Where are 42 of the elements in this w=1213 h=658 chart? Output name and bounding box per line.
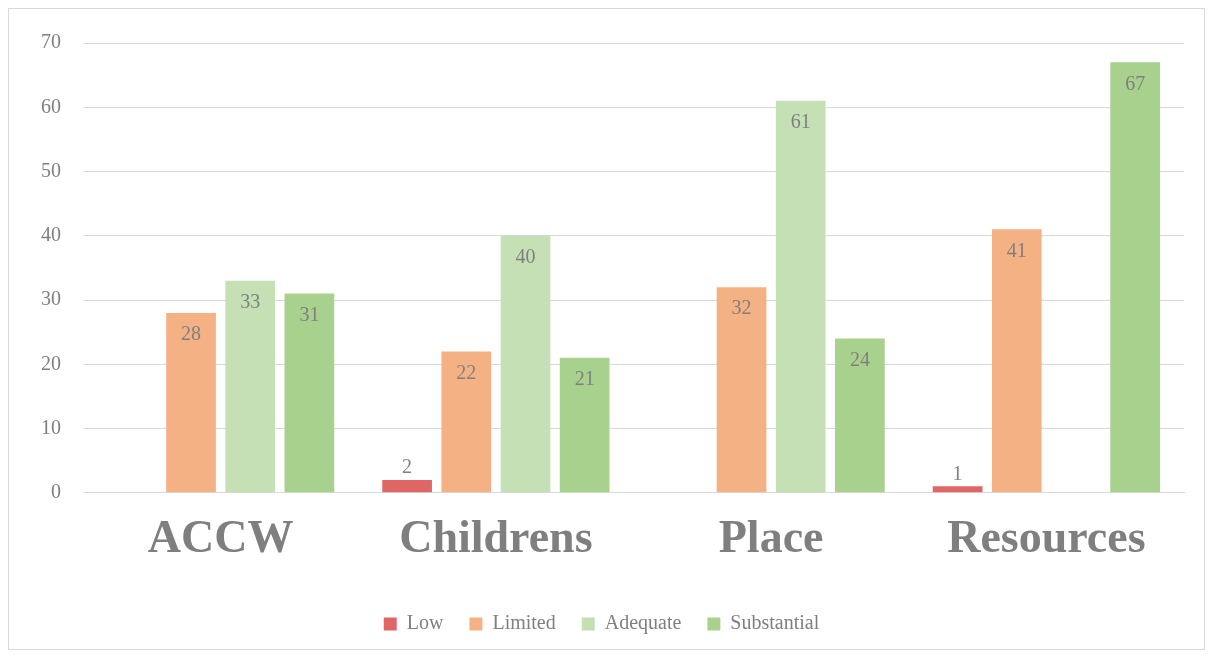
y-tick-label: 30 — [41, 287, 61, 310]
data-label: 31 — [299, 302, 320, 325]
data-label: 22 — [456, 360, 477, 383]
data-label: 41 — [1006, 238, 1027, 261]
x-tick-label: Childrens — [399, 511, 593, 563]
legend-label: Substantial — [730, 611, 820, 634]
x-tick-label: Place — [718, 511, 824, 563]
y-tick-label: 70 — [41, 30, 61, 53]
bar — [225, 280, 276, 493]
data-label: 32 — [731, 296, 752, 319]
bar — [166, 312, 216, 493]
y-tick-label: 20 — [41, 351, 61, 374]
x-tick-label: ACCW — [147, 511, 294, 563]
data-label: 28 — [181, 322, 202, 345]
data-label: 33 — [240, 290, 261, 312]
bar — [284, 293, 335, 493]
data-label: 1 — [952, 461, 963, 484]
bar — [1110, 62, 1160, 493]
bar — [500, 235, 551, 493]
bar — [559, 357, 610, 493]
y-tick-label: 50 — [41, 158, 61, 181]
y-tick-label: 40 — [41, 223, 61, 246]
data-label: 61 — [790, 110, 811, 133]
data-label: 2 — [402, 455, 413, 478]
legend-label: Low — [406, 611, 444, 634]
bar — [835, 338, 885, 493]
bar — [991, 229, 1042, 493]
legend-label: Limited — [492, 611, 556, 634]
data-label: 24 — [849, 347, 870, 370]
bar — [716, 287, 767, 493]
bar — [775, 100, 826, 493]
data-label: 40 — [515, 245, 536, 268]
y-tick-label: 60 — [41, 94, 61, 117]
x-tick-label: Resources — [947, 511, 1146, 563]
data-label: 21 — [574, 367, 595, 390]
bar — [382, 479, 432, 493]
bar — [932, 486, 983, 493]
legend-label: Adequate — [604, 611, 682, 635]
y-tick-label: 10 — [41, 415, 61, 438]
bar — [441, 351, 492, 493]
y-tick-label: 0 — [51, 480, 61, 503]
data-label: 67 — [1125, 71, 1146, 94]
